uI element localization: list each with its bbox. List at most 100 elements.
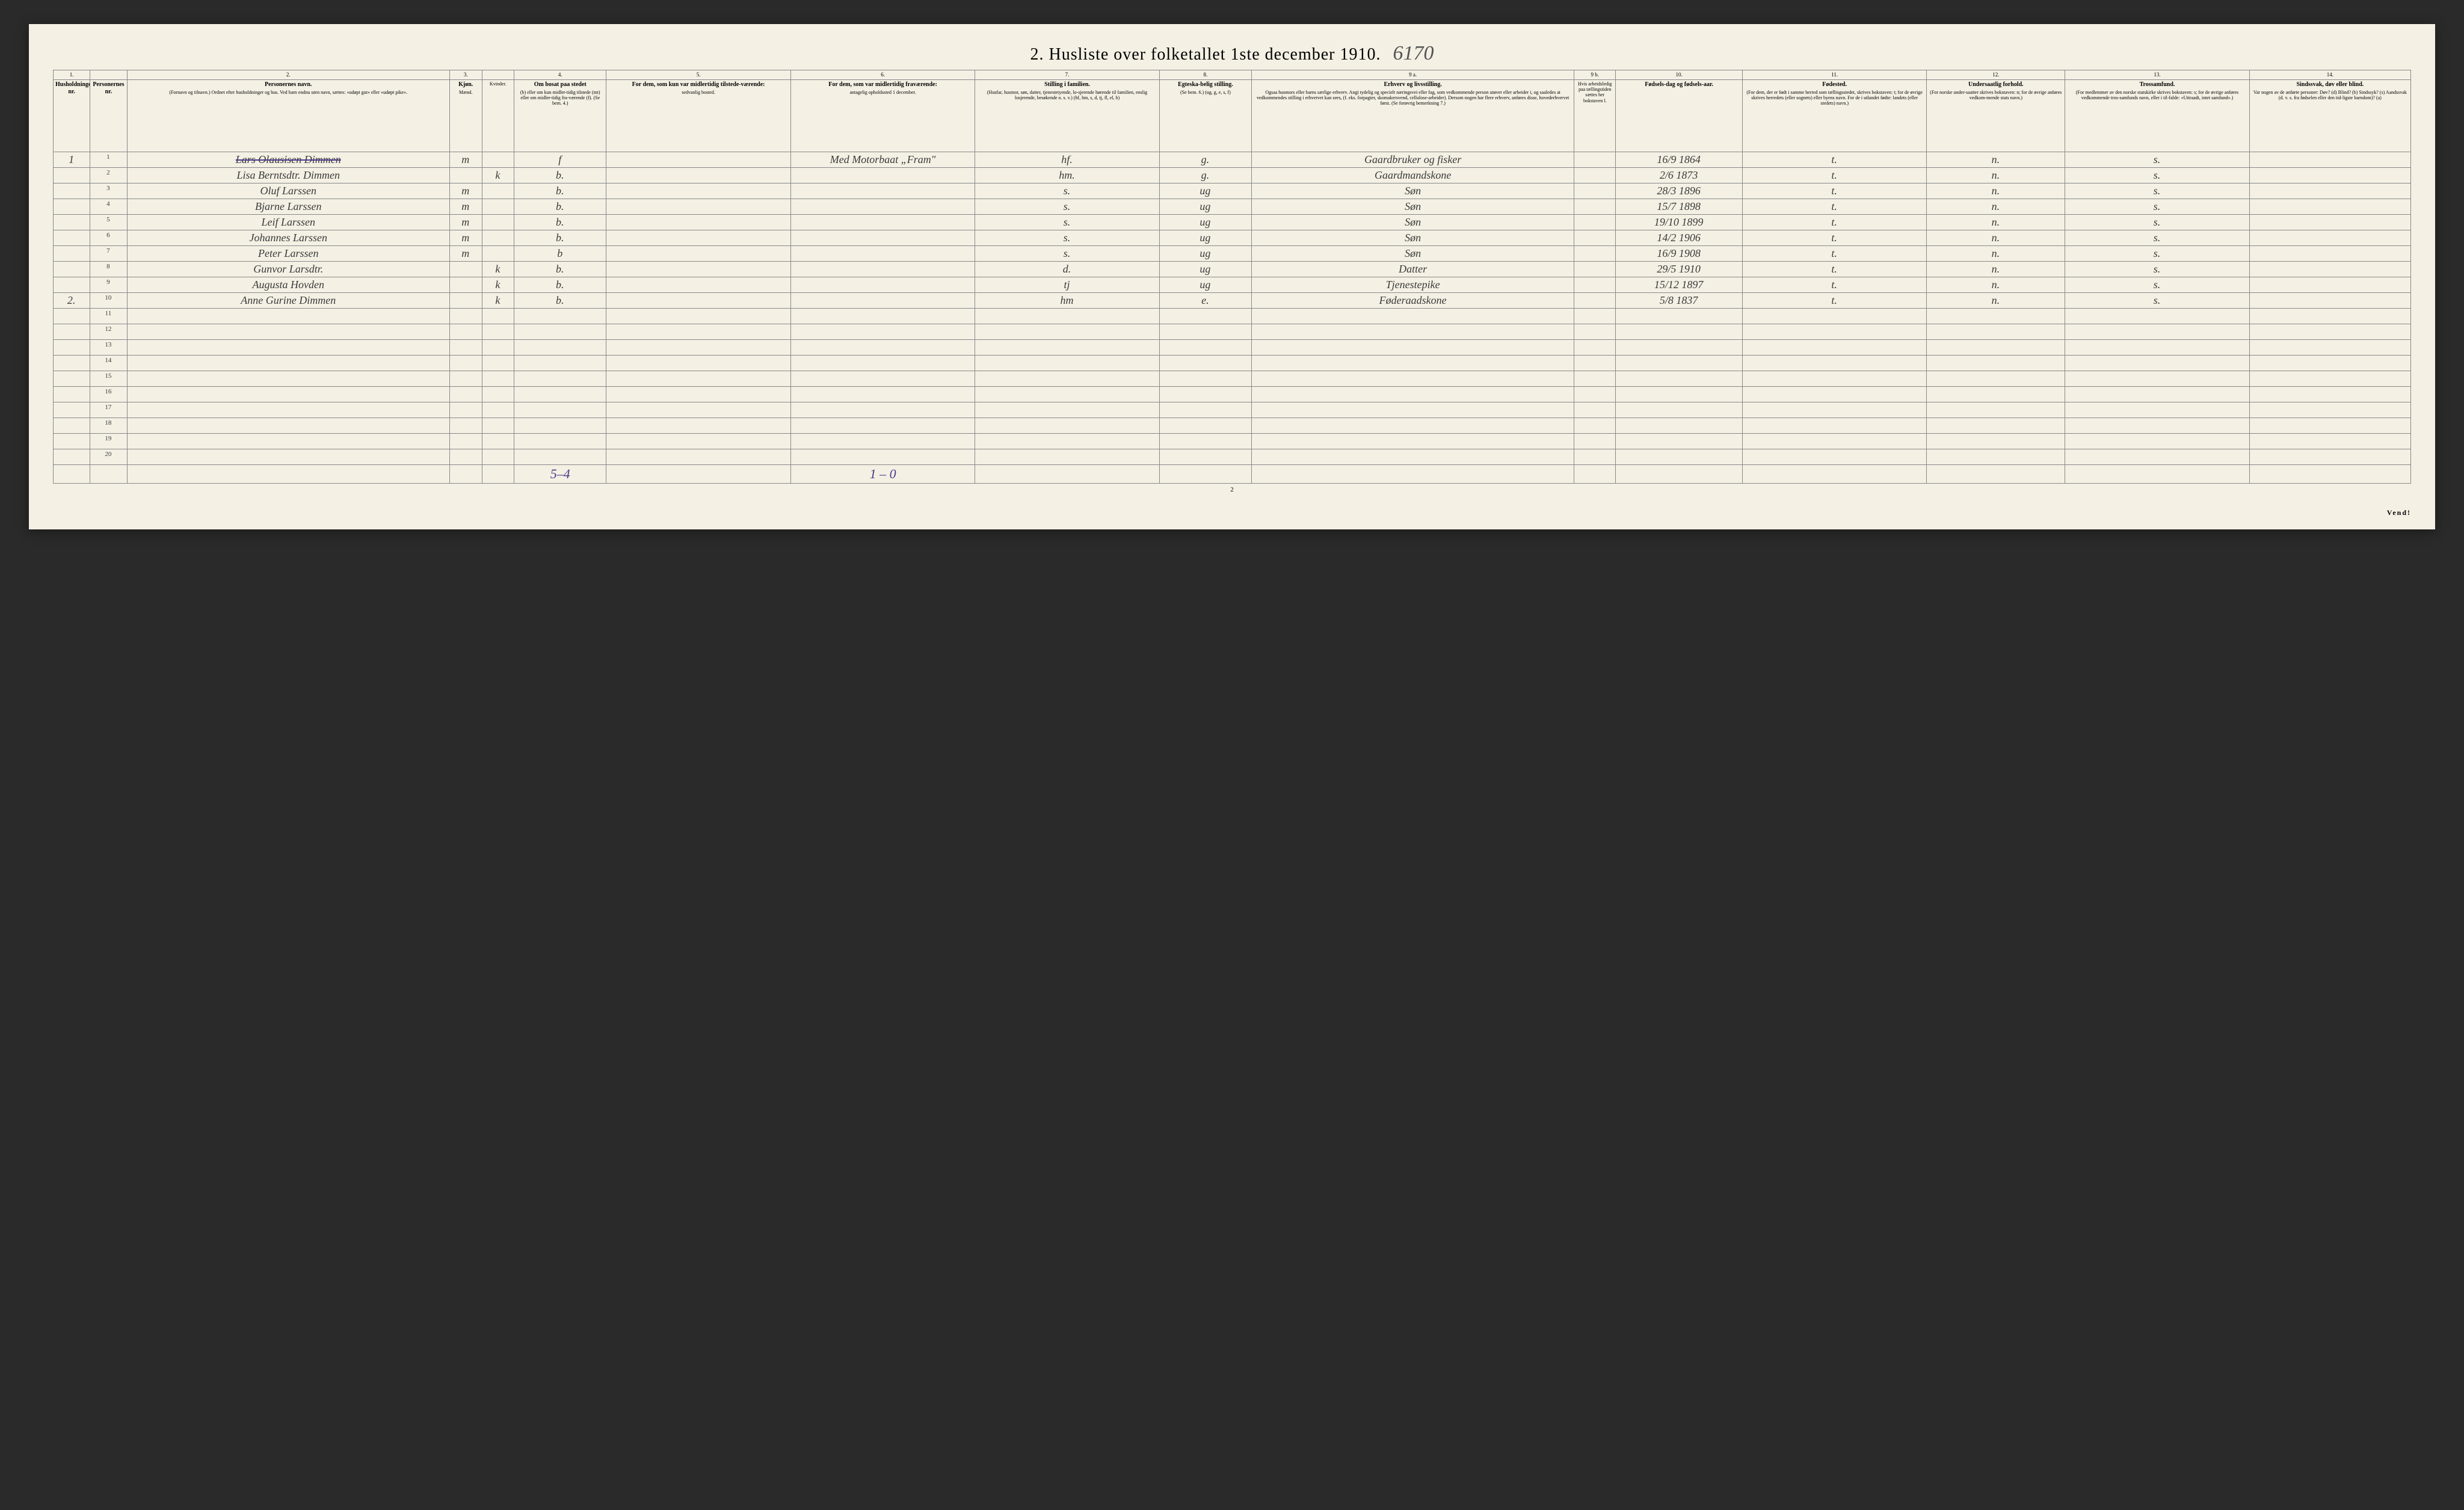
cell-name [127,387,449,402]
table-row-empty: 18 [54,418,2411,434]
table-row-empty: 11 [54,309,2411,324]
cell-fs: t. [1742,262,1926,277]
footer-cell-name [127,465,449,484]
cell-egt: g. [1159,168,1251,183]
cell-m: m [449,246,482,262]
cell-egt: ug [1159,230,1251,246]
cell-m: m [449,183,482,199]
cell-u [1927,402,2065,418]
cell-mt [606,199,790,215]
cell-stilling [975,309,1159,324]
cell-stilling: s. [975,246,1159,262]
cell-erhverv: Datter [1252,262,1574,277]
cell-name [127,418,449,434]
cell-u: n. [1927,168,2065,183]
cell-k [482,230,514,246]
cell-stilling: d. [975,262,1159,277]
cell-k [482,418,514,434]
cell-pn: 1 [90,152,127,168]
cell-u [1927,340,2065,356]
cell-erhverv: Gaardbruker og fisker [1252,152,1574,168]
cell-bosat: b. [514,168,606,183]
cell-k [482,434,514,449]
cell-bosat: b. [514,199,606,215]
cell-fd: 15/7 1898 [1616,199,1743,215]
cell-u [1927,418,2065,434]
cell-name: Lars Olausisen Dimmen [127,152,449,168]
vend-label: Vend! [2387,508,2411,517]
cell-hh [54,183,90,199]
cell-stilling [975,371,1159,387]
cell-sd [2249,340,2410,356]
col-header: Hvis arbeidsledig paa tællingstiden sætt… [1574,80,1616,152]
cell-u [1927,434,2065,449]
title-row: 2. Husliste over folketallet 1ste decemb… [53,42,2411,65]
cell-al [1574,309,1616,324]
header-sub: (For medlemmer av den norske statskirke … [2067,90,2247,100]
cell-fd: 28/3 1896 [1616,183,1743,199]
cell-m: m [449,215,482,230]
cell-sd [2249,152,2410,168]
cell-frav [790,215,975,230]
cell-fs [1742,309,1926,324]
cell-bosat [514,418,606,434]
cell-frav [790,168,975,183]
cell-k [482,387,514,402]
cell-stilling [975,356,1159,371]
cell-t [2065,387,2249,402]
cell-frav [790,434,975,449]
cell-mt [606,168,790,183]
cell-name: Anne Gurine Dimmen [127,293,449,309]
cell-erhverv [1252,340,1574,356]
table-row: 2.10Anne Gurine Dimmenkb.hme.Føderaadsko… [54,293,2411,309]
handwritten-page-number: 6170 [1393,42,1434,65]
cell-name: Oluf Larssen [127,183,449,199]
col-header: For dem, som var midlertidig fraværende:… [790,80,975,152]
cell-u: n. [1927,199,2065,215]
cell-fs: t. [1742,277,1926,293]
cell-pn: 14 [90,356,127,371]
cell-t [2065,356,2249,371]
header-sub: Ogsaa husmors eller barns særlige erhver… [1254,90,1572,106]
table-row-empty: 14 [54,356,2411,371]
cell-fd [1616,309,1743,324]
cell-stilling [975,387,1159,402]
col-header: Om bosat paa stedet(b) eller om kun midl… [514,80,606,152]
cell-fs: t. [1742,230,1926,246]
cell-fs: t. [1742,293,1926,309]
cell-stilling [975,434,1159,449]
cell-m: m [449,230,482,246]
cell-mt [606,324,790,340]
cell-bosat [514,387,606,402]
footer-cell-hh [54,465,90,484]
cell-hh [54,356,90,371]
cell-fd [1616,340,1743,356]
cell-t: s. [2065,183,2249,199]
cell-erhverv: Søn [1252,246,1574,262]
cell-sd [2249,215,2410,230]
cell-sd [2249,356,2410,371]
col-header: Personernes nr. [90,80,127,152]
cell-frav [790,262,975,277]
cell-stilling: s. [975,215,1159,230]
col-header: Stilling i familien.(Husfar, husmor, søn… [975,80,1159,152]
cell-bosat [514,356,606,371]
cell-name: Johannes Larssen [127,230,449,246]
header-main: Undersaatlig forhold. [1929,81,2063,88]
cell-m [449,402,482,418]
header-sub: (Husfar, husmor, søn, datter, tjenestety… [977,90,1157,100]
cell-al [1574,449,1616,465]
cell-mt [606,356,790,371]
header-main: For dem, som var midlertidig fraværende: [793,81,973,88]
col-num: 4. [514,70,606,80]
cell-frav [790,371,975,387]
cell-m [449,449,482,465]
cell-m: m [449,152,482,168]
col-header: Egteska-belig stilling.(Se bem. 6.) (ug,… [1159,80,1251,152]
cell-t [2065,434,2249,449]
cell-al [1574,371,1616,387]
cell-fs [1742,371,1926,387]
cell-k [482,356,514,371]
cell-stilling: tj [975,277,1159,293]
cell-k: k [482,262,514,277]
